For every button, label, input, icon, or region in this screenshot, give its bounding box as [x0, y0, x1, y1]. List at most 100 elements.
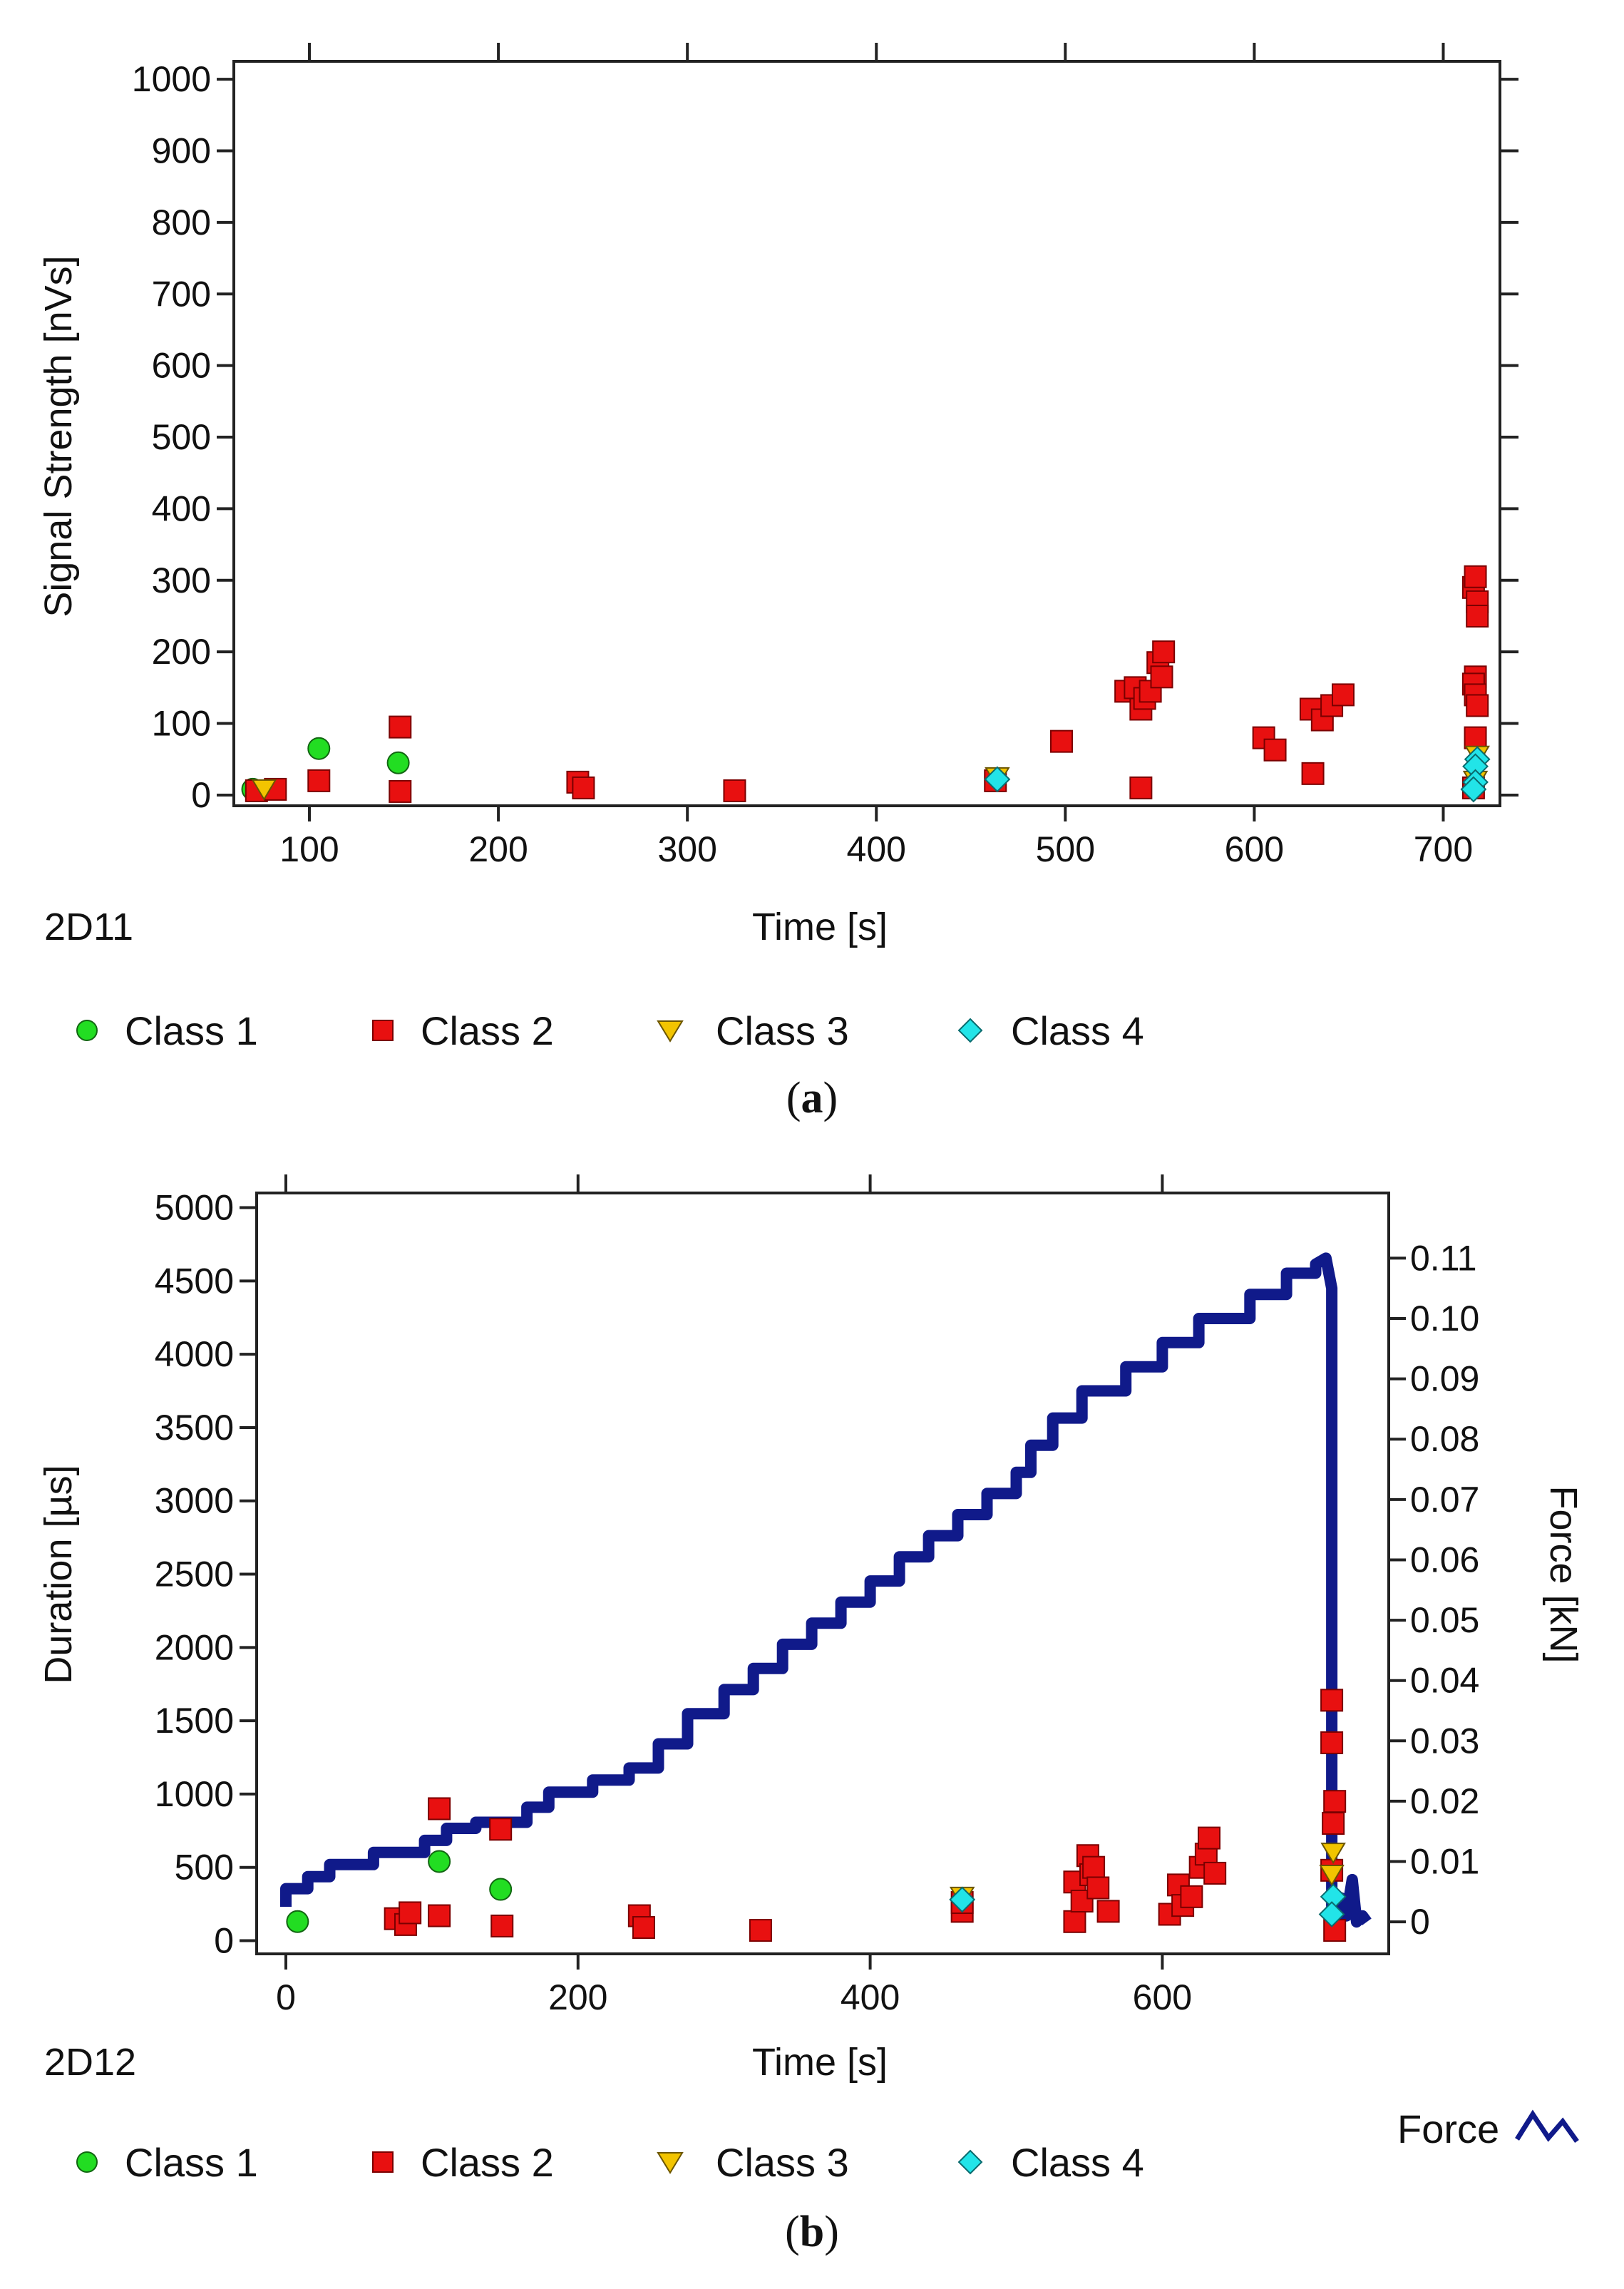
- class2-point-16: [1150, 665, 1173, 689]
- class2-point-23: [1180, 1885, 1203, 1908]
- class2-point-9: [1050, 729, 1074, 753]
- class2-point-5: [489, 1818, 513, 1841]
- class4-point-0: [949, 1886, 976, 1913]
- y-tick-label: 700: [152, 274, 211, 314]
- x-tick-label: 600: [1133, 1977, 1192, 2017]
- top-ticks-b: [284, 1174, 1164, 1193]
- class4-point-2: [1318, 1901, 1345, 1927]
- class1-point-2: [489, 1878, 513, 1901]
- y-tick-label: 3500: [155, 1408, 234, 1448]
- x-tick-label: 200: [468, 829, 528, 869]
- caption-a: (a): [786, 1074, 838, 1122]
- x-tick-label: 200: [548, 1977, 607, 2017]
- legend-class3-marker-a: [657, 1020, 684, 1043]
- class2-point-4: [389, 779, 412, 803]
- class2-point-25: [1331, 683, 1355, 707]
- legend-class2-marker-a: [372, 1020, 394, 1041]
- data-points-b: [286, 1689, 1347, 1942]
- caption-letter-b: b: [800, 2208, 824, 2256]
- class1-point-2: [386, 751, 410, 774]
- y-tick-label: 1000: [132, 59, 211, 99]
- class2-point-27: [1464, 565, 1487, 588]
- force-line-b: [280, 1252, 1372, 1928]
- class2-point-28: [1320, 1689, 1344, 1712]
- legend-class4-label-b: Class 4: [1011, 2140, 1144, 2185]
- class2-point-8: [632, 1915, 655, 1939]
- class4-point-0: [984, 766, 1011, 793]
- legend-class1-marker-a: [76, 1020, 98, 1041]
- class2-point-2: [307, 769, 331, 792]
- y2-tick-label: 0.09: [1410, 1359, 1479, 1399]
- class2-point-34: [1464, 726, 1487, 749]
- legend-class1-marker-b: [76, 2151, 98, 2173]
- y-tick-label: 300: [152, 560, 211, 600]
- class1-point-1: [428, 1850, 451, 1873]
- panel-id-a: 2D11: [44, 906, 133, 948]
- x-tick-label: 100: [279, 829, 339, 869]
- legend-force-label-b: Force: [1397, 2106, 1499, 2151]
- legend-class2-label-b: Class 2: [421, 2140, 554, 2185]
- class2-point-7: [723, 779, 746, 802]
- class1-point-1: [307, 737, 331, 760]
- caption-letter-a: a: [801, 1074, 823, 1122]
- force-series-line: [280, 1252, 1372, 1928]
- class2-point-17: [1082, 1855, 1106, 1879]
- x-tick-label: 400: [847, 829, 906, 869]
- legend-a: Class 1 Class 2 Class 3 Class 4: [76, 1008, 1144, 1053]
- y-tick-label: 500: [152, 417, 211, 457]
- top-ticks-a: [308, 43, 1445, 61]
- class2-point-4: [428, 1904, 451, 1927]
- y2-tick-label: 0.01: [1410, 1842, 1479, 1882]
- y-tick-label: 800: [152, 203, 211, 242]
- y-tick-label: 4500: [155, 1261, 234, 1301]
- class2-point-20: [1263, 738, 1287, 762]
- class2-point-19: [1096, 1900, 1120, 1923]
- legend-class2-marker-b: [372, 2151, 394, 2173]
- class2-point-30: [1323, 1790, 1347, 1813]
- class2-point-26: [1197, 1826, 1220, 1850]
- y2-tick-label: 0.02: [1410, 1781, 1479, 1821]
- x-tick-label: 700: [1414, 829, 1473, 869]
- legend-class3-label-b: Class 3: [716, 2140, 849, 2185]
- y2-tick-label: 0: [1410, 1902, 1430, 1942]
- class2-point-29: [1320, 1731, 1344, 1754]
- plot-frame-a: [232, 60, 1501, 807]
- class2-point-18: [1129, 776, 1153, 799]
- panel-a: 100 200 300 400 500 600 700 0 100 200 300 400 500 60…: [37, 43, 1518, 1122]
- legend-class3-label-a: Class 3: [716, 1008, 849, 1053]
- class2-point-17: [1152, 640, 1176, 664]
- legend-class4-marker-b: [957, 2149, 983, 2175]
- y-axis-label-b: Duration [µs]: [37, 1465, 80, 1684]
- y-tick-label: 0: [214, 1920, 234, 1960]
- class3-point-1: [1320, 1843, 1346, 1865]
- y-tick-label: 600: [152, 346, 211, 386]
- y-tick-label: 400: [152, 488, 211, 528]
- class3-point-2: [1319, 1864, 1345, 1886]
- y-tick-label: 2000: [155, 1627, 234, 1667]
- legend-class2-label-a: Class 2: [421, 1008, 554, 1053]
- legend-class1-label-a: Class 1: [125, 1008, 258, 1053]
- y2-tick-label: 0.08: [1410, 1419, 1479, 1459]
- class2-point-2: [399, 1901, 422, 1925]
- class2-point-12: [1063, 1910, 1086, 1933]
- y2-axis-label-b: Force [kN]: [1542, 1485, 1585, 1663]
- class2-point-9: [749, 1919, 772, 1942]
- class2-point-27: [1203, 1861, 1227, 1885]
- y-tick-label: 3000: [155, 1481, 234, 1521]
- x-tick-label: 500: [1036, 829, 1095, 869]
- y-axis-label-a: Signal Strength [nVs]: [37, 255, 80, 617]
- class2-point-3: [428, 1797, 451, 1821]
- legend-force-marker-b: [1515, 2109, 1579, 2144]
- y-tick-label: 500: [175, 1848, 234, 1888]
- y2-tick-label: 0.06: [1410, 1540, 1479, 1579]
- x-axis-label-b: Time [s]: [752, 2041, 888, 2084]
- x-tick-label: 0: [276, 1977, 296, 2017]
- data-points-a: [241, 565, 1491, 803]
- legend-class4-marker-a: [957, 1018, 983, 1043]
- class2-point-33: [1466, 694, 1489, 717]
- y-tick-label: 0: [191, 775, 211, 815]
- y2-axis-ticks-b: 0 0.01 0.02 0.03 0.04 0.05 0.06 0.07 0.08 0.09 0.1…: [1389, 1238, 1479, 1942]
- panel-b: 0 200 400 600 0 500 1000 1500 2000 2500 3000 3500 4…: [37, 1174, 1585, 2256]
- panel-id-b: 2D12: [44, 2041, 136, 2084]
